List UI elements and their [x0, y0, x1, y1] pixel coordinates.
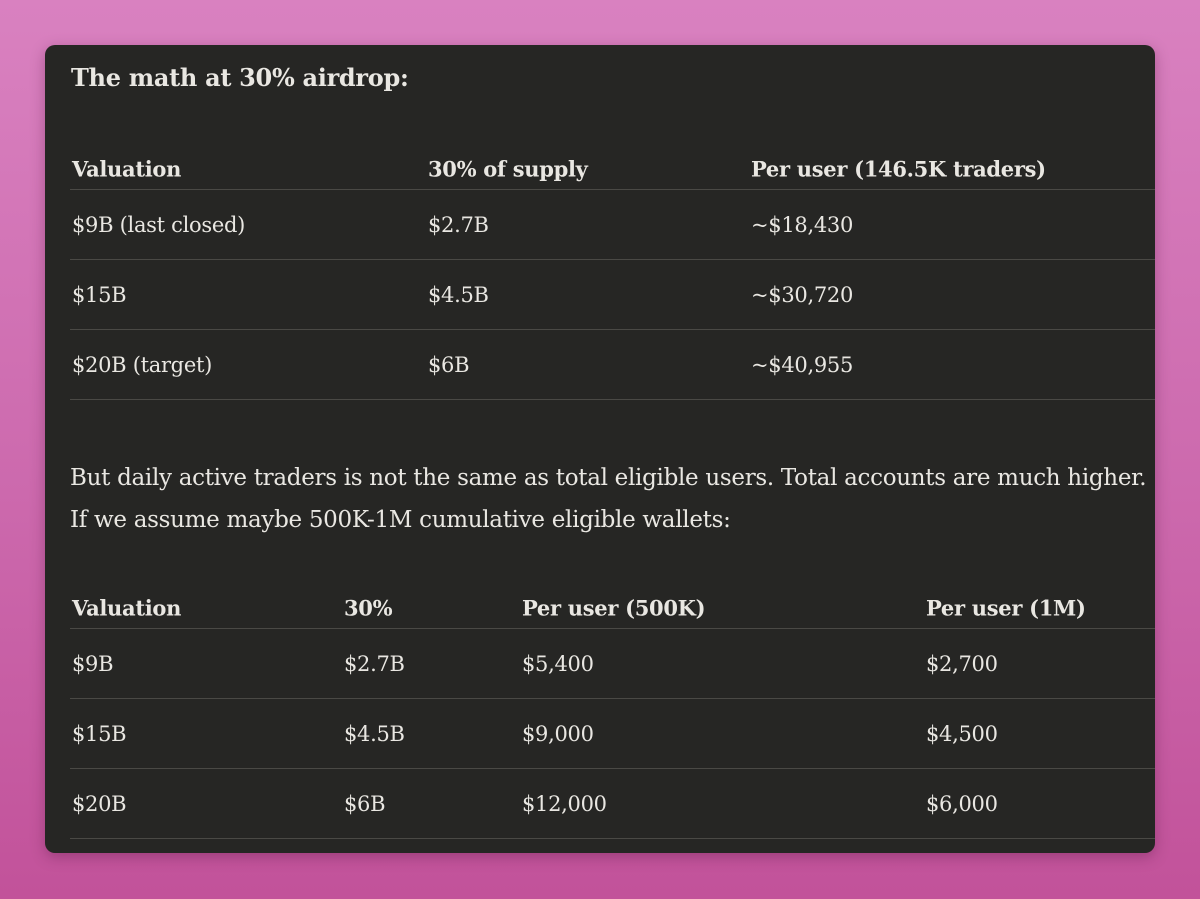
table-cell: $6B: [428, 352, 470, 377]
header-cell: Per user (500K): [522, 595, 706, 621]
table-cell: $2.7B: [428, 212, 489, 237]
table-row: $9B (last closed) $2.7B ~$18,430: [70, 190, 1155, 260]
table-cell: $12,000: [522, 791, 607, 816]
table-cell: $6,000: [926, 791, 998, 816]
airdrop-table-traders: Valuation 30% of supply Per user (146.5K…: [70, 139, 1155, 400]
table-cell: $2.7B: [344, 651, 405, 676]
table-cell: $4.5B: [428, 282, 489, 307]
table-header-row: Valuation 30% Per user (500K) Per user (…: [70, 578, 1155, 629]
table-row: $15B $4.5B ~$30,720: [70, 260, 1155, 330]
table-cell: $4.5B: [344, 721, 405, 746]
table-header-row: Valuation 30% of supply Per user (146.5K…: [70, 139, 1155, 190]
header-cell: Valuation: [72, 156, 182, 182]
table-cell: $6B: [344, 791, 386, 816]
table-cell: $20B: [72, 791, 127, 816]
table-cell: $5,400: [522, 651, 594, 676]
table-cell: ~$40,955: [751, 352, 854, 377]
table-cell: $9B (last closed): [72, 212, 246, 237]
table-cell: $2,700: [926, 651, 998, 676]
table-cell: $20B (target): [72, 352, 212, 377]
airdrop-table-wallets: Valuation 30% Per user (500K) Per user (…: [70, 578, 1155, 839]
header-cell: Per user (146.5K traders): [751, 156, 1046, 182]
header-cell: 30%: [344, 595, 393, 621]
table-row: $20B $6B $12,000 $6,000: [70, 769, 1155, 839]
table-row: $9B $2.7B $5,400 $2,700: [70, 629, 1155, 699]
table-cell: $9B: [72, 651, 114, 676]
table-cell: ~$18,430: [751, 212, 854, 237]
table-cell: $4,500: [926, 721, 998, 746]
table-cell: $15B: [72, 282, 127, 307]
content-card: The math at 30% airdrop: Valuation 30% o…: [45, 45, 1155, 853]
header-cell: 30% of supply: [428, 156, 588, 182]
header-cell: Per user (1M): [926, 595, 1086, 621]
table-cell: ~$30,720: [751, 282, 854, 307]
table-row: $15B $4.5B $9,000 $4,500: [70, 699, 1155, 769]
section-title: The math at 30% airdrop:: [71, 63, 409, 92]
header-cell: Valuation: [72, 595, 182, 621]
table-cell: $9,000: [522, 721, 594, 746]
table-cell: $15B: [72, 721, 127, 746]
body-paragraph: But daily active traders is not the same…: [70, 465, 1147, 533]
table-row: $20B (target) $6B ~$40,955: [70, 330, 1155, 400]
